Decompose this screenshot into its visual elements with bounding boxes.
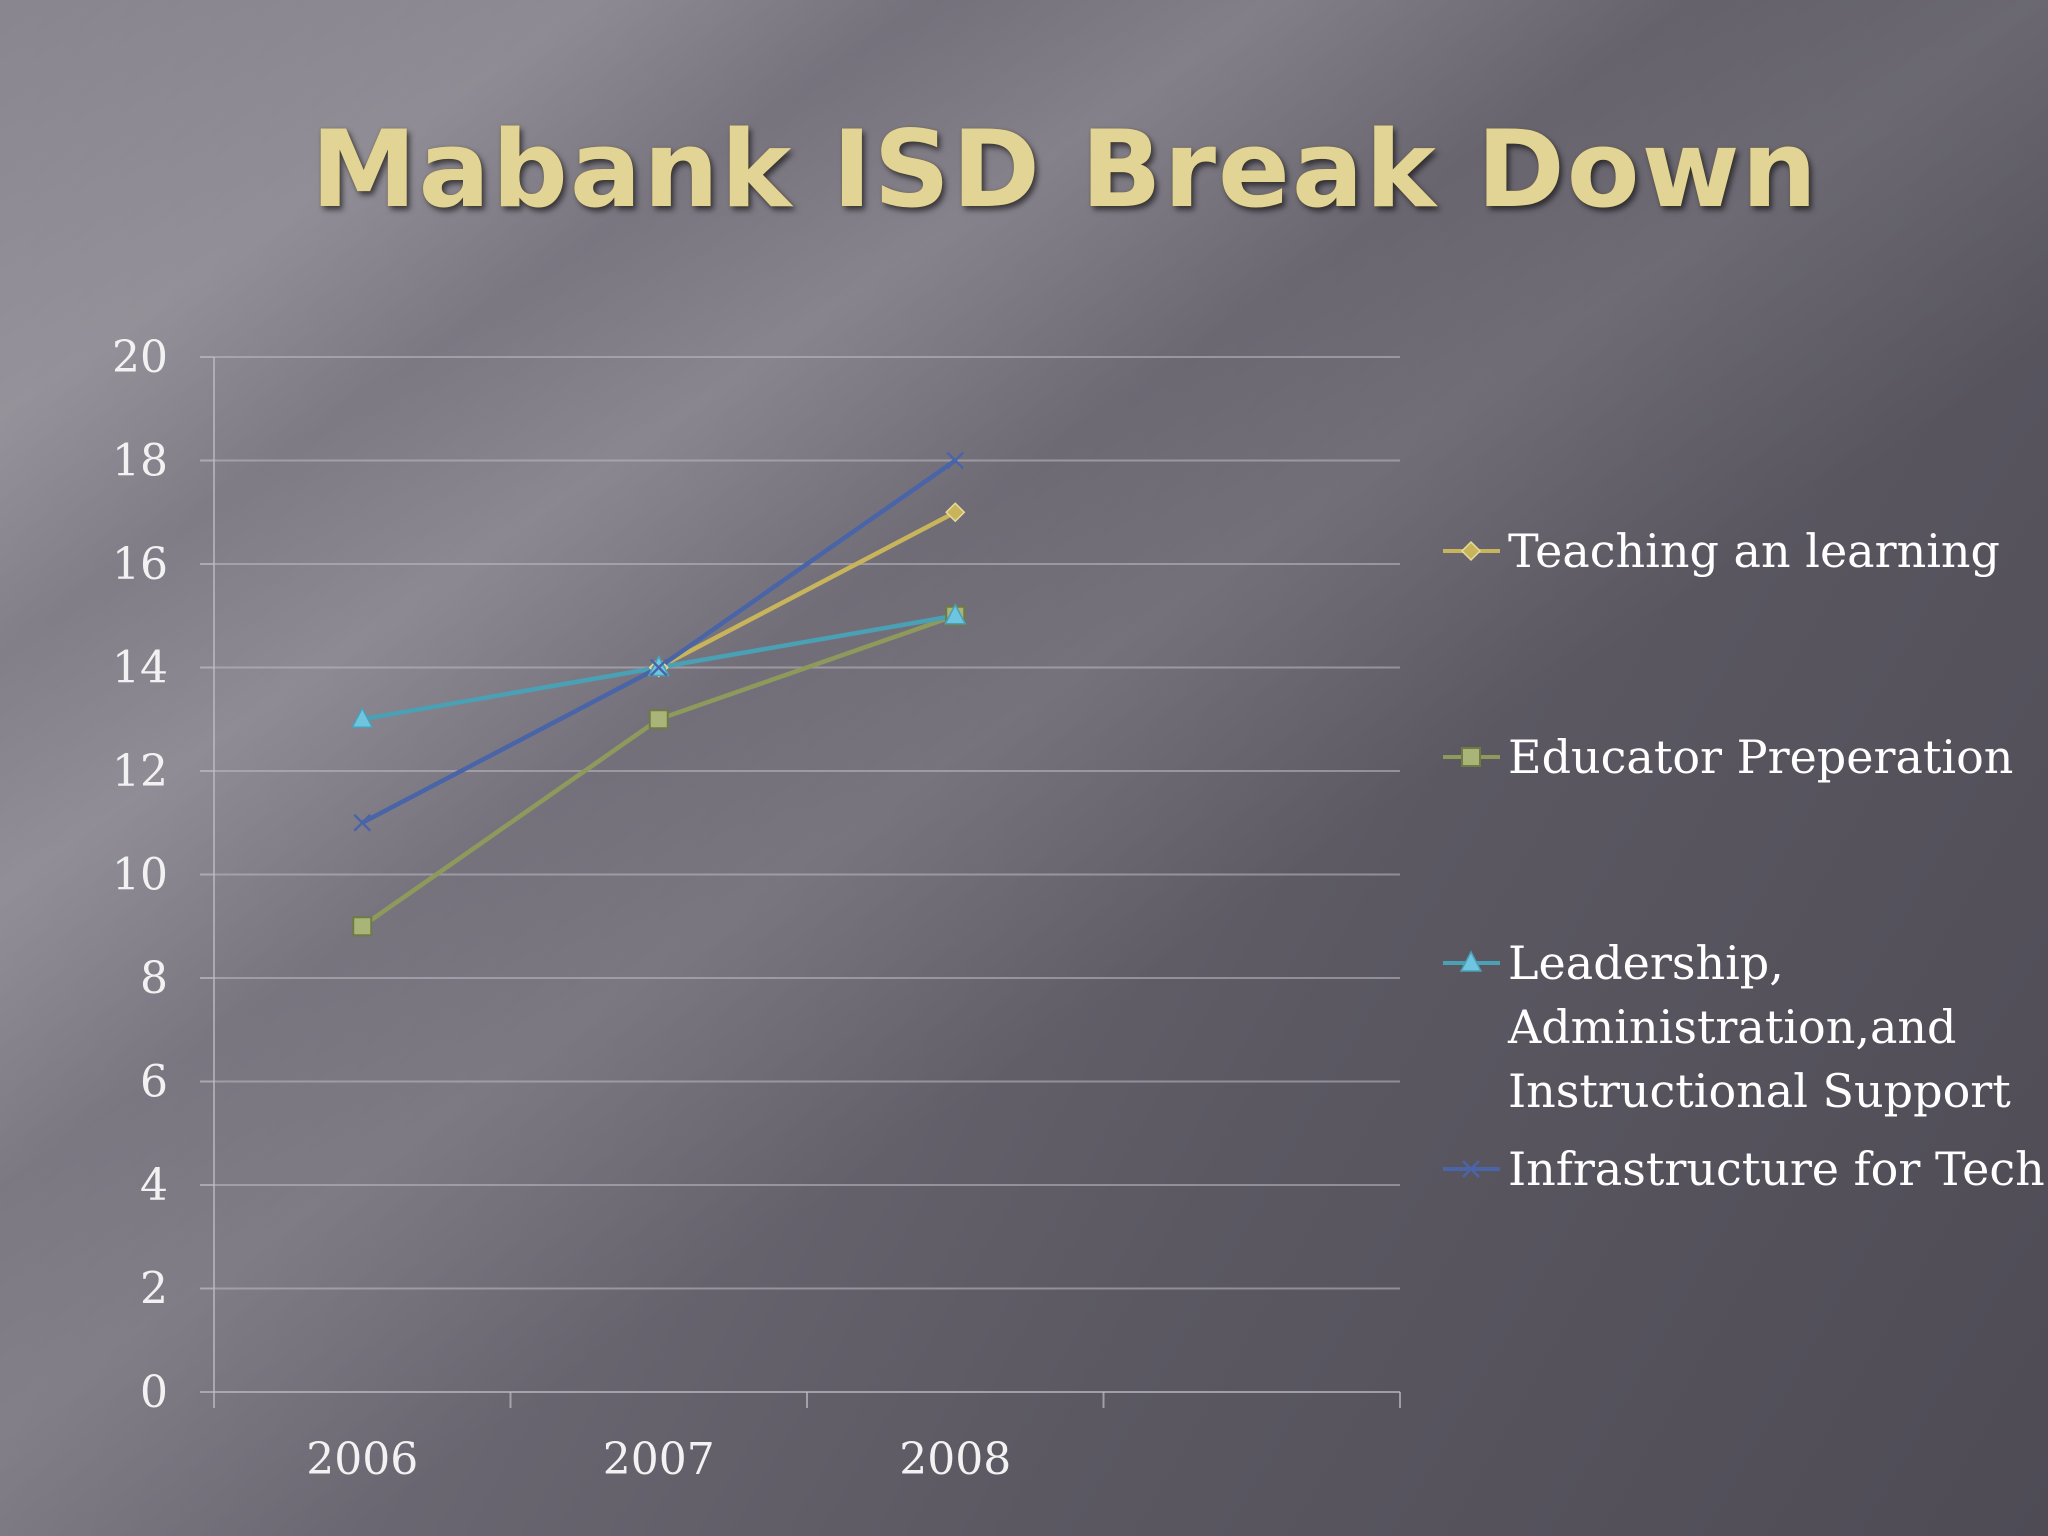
chart-legend: Teaching an learning Educator Preperation… — [1443, 524, 2045, 1196]
legend-swatch-marker — [1461, 747, 1481, 767]
x-tick-label: 2006 — [306, 1434, 418, 1485]
legend-item: Teaching an learning — [1443, 524, 2000, 578]
data-point — [944, 603, 967, 625]
data-point — [648, 709, 669, 730]
marker-stroke — [946, 451, 965, 470]
y-tick-label: 14 — [112, 643, 168, 694]
data-point — [352, 916, 373, 937]
legend-label: Instructional Support — [1508, 1064, 2011, 1118]
y-tick-label: 0 — [140, 1367, 168, 1418]
y-tick-label: 18 — [112, 436, 168, 487]
y-axis-tick-labels: 0 2 4 6 8 10 12 14 16 18 20 — [112, 332, 168, 1418]
x-tick-label: 2008 — [899, 1434, 1011, 1485]
chart-axes — [200, 356, 1401, 1408]
x-axis-tick-labels: 2006 2007 2008 — [306, 1434, 1011, 1485]
series-markers — [351, 451, 967, 937]
series-lines — [360, 458, 957, 929]
y-tick-label: 8 — [140, 953, 168, 1004]
y-tick-label: 4 — [140, 1160, 168, 1211]
marker-stroke — [649, 658, 668, 677]
y-tick-label: 20 — [112, 332, 168, 383]
chart-gridlines — [214, 356, 1400, 1290]
marker-stroke — [353, 813, 372, 832]
series-line-1 — [657, 510, 957, 670]
legend-label: Teaching an learning — [1508, 524, 2000, 578]
y-tick-label: 12 — [112, 746, 168, 797]
legend-label: Infrastructure for Tech — [1508, 1142, 2045, 1196]
legend-swatch-marker — [1462, 1160, 1480, 1178]
x-tick-label: 2007 — [603, 1434, 715, 1485]
legend-item: Infrastructure for Tech — [1443, 1142, 2045, 1196]
data-point — [945, 502, 966, 523]
legend-swatch-marker — [1460, 540, 1482, 562]
data-point — [353, 813, 372, 832]
y-tick-label: 16 — [112, 539, 168, 590]
legend-swatch-marker — [1459, 950, 1483, 972]
legend-label: Educator Preperation — [1508, 730, 2013, 784]
series-line-4 — [361, 458, 957, 825]
legend-item: Leadership, Administration,and Instruction… — [1443, 936, 2011, 1118]
slide-title: Mabank ISD Break Down — [310, 108, 1820, 231]
data-point — [946, 451, 965, 470]
y-tick-label: 2 — [140, 1264, 168, 1315]
legend-label: Administration,and — [1507, 1000, 1956, 1054]
data-point — [351, 706, 374, 728]
legend-label: Leadership, — [1508, 936, 1784, 990]
data-point — [649, 658, 668, 677]
marker-stroke — [1462, 1160, 1480, 1178]
y-tick-label: 6 — [140, 1057, 168, 1108]
legend-item: Educator Preperation — [1443, 730, 2013, 784]
y-tick-label: 10 — [112, 850, 168, 901]
